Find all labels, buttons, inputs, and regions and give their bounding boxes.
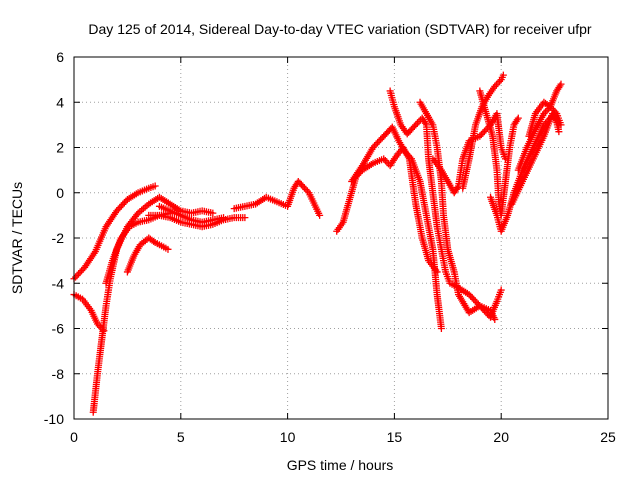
series-15 [476, 87, 522, 219]
y-tick-label: 0 [56, 185, 64, 201]
x-tick-label: 20 [493, 429, 509, 445]
series-19 [525, 98, 565, 140]
y-axis-label: SDTVAR / TECUs [9, 182, 25, 294]
x-tick-label: 0 [70, 429, 78, 445]
data-points [70, 71, 565, 416]
data-point-marker [116, 204, 124, 212]
series-1 [70, 182, 159, 283]
data-point-marker [410, 122, 418, 130]
data-point-marker [297, 181, 305, 189]
y-tick-label: 4 [56, 94, 64, 110]
data-point-marker [437, 325, 445, 332]
x-tick-label: 25 [600, 429, 616, 445]
data-point-marker [209, 209, 217, 217]
grid-lines [74, 57, 608, 419]
series-8 [230, 177, 324, 219]
data-point-marker [479, 129, 487, 137]
data-point-marker [557, 80, 565, 88]
y-tick-label: 6 [56, 49, 64, 65]
data-point-marker [241, 214, 249, 222]
data-point-marker [555, 128, 563, 136]
data-point-marker [465, 291, 473, 299]
data-point-marker [114, 205, 122, 213]
data-point-marker [76, 268, 84, 276]
series-11 [386, 87, 505, 321]
y-tick-label: -10 [44, 411, 64, 427]
data-point-marker [117, 202, 125, 210]
series-2 [70, 291, 108, 335]
series-5 [123, 234, 172, 276]
data-point-marker [113, 207, 121, 215]
data-point-marker [119, 200, 127, 208]
axes: 0 5 10 15 20 25 -10 -8 -6 -4 -2 0 2 4 6 [44, 49, 616, 445]
data-point-marker [78, 267, 86, 275]
data-point-marker [381, 157, 389, 165]
data-point-marker [300, 184, 308, 192]
data-point-marker [294, 177, 302, 185]
data-point-marker [72, 273, 80, 281]
data-point-marker [120, 199, 128, 207]
data-point-marker [316, 211, 324, 219]
data-point-marker [220, 214, 228, 222]
data-point-marker [372, 140, 380, 148]
data-point-marker [557, 121, 565, 129]
data-point-marker [303, 187, 311, 195]
data-point-marker [476, 132, 484, 140]
data-point-marker [302, 186, 310, 194]
y-tick-label: 2 [56, 140, 64, 156]
x-tick-label: 15 [387, 429, 403, 445]
y-tick-label: -2 [52, 230, 65, 246]
y-tick-label: -8 [52, 366, 65, 382]
x-tick-label: 10 [280, 429, 296, 445]
data-point-marker [480, 127, 488, 135]
data-point-marker [164, 245, 172, 253]
series-10 [348, 123, 445, 332]
data-point-marker [75, 270, 83, 278]
data-point-marker [73, 271, 81, 279]
data-point-marker [371, 142, 379, 150]
data-point-marker [477, 131, 485, 139]
data-point-marker [540, 121, 548, 129]
data-point-marker [470, 295, 478, 303]
data-point-marker [499, 71, 507, 79]
data-point-marker [150, 237, 158, 245]
data-point-marker [497, 286, 505, 294]
series-7 [155, 202, 228, 226]
data-point-marker [299, 182, 307, 190]
data-point-marker [151, 182, 159, 190]
chart-title: Day 125 of 2014, Sidereal Day-to-day VTE… [88, 21, 592, 37]
data-point-marker [467, 292, 475, 300]
data-point-marker [377, 135, 385, 143]
data-point-marker [296, 179, 304, 187]
data-point-marker [375, 137, 383, 145]
data-point-marker [491, 315, 499, 323]
data-point-marker [494, 79, 502, 87]
data-point-marker [468, 294, 476, 302]
data-point-marker [374, 139, 382, 147]
x-tick-label: 5 [177, 429, 185, 445]
data-point-marker [514, 114, 522, 122]
x-axis-label: GPS time / hours [287, 457, 394, 473]
y-tick-label: -4 [52, 275, 65, 291]
series-12 [416, 98, 499, 323]
y-tick-label: -6 [52, 321, 65, 337]
data-point-marker [471, 297, 479, 305]
data-point-marker [369, 144, 377, 151]
